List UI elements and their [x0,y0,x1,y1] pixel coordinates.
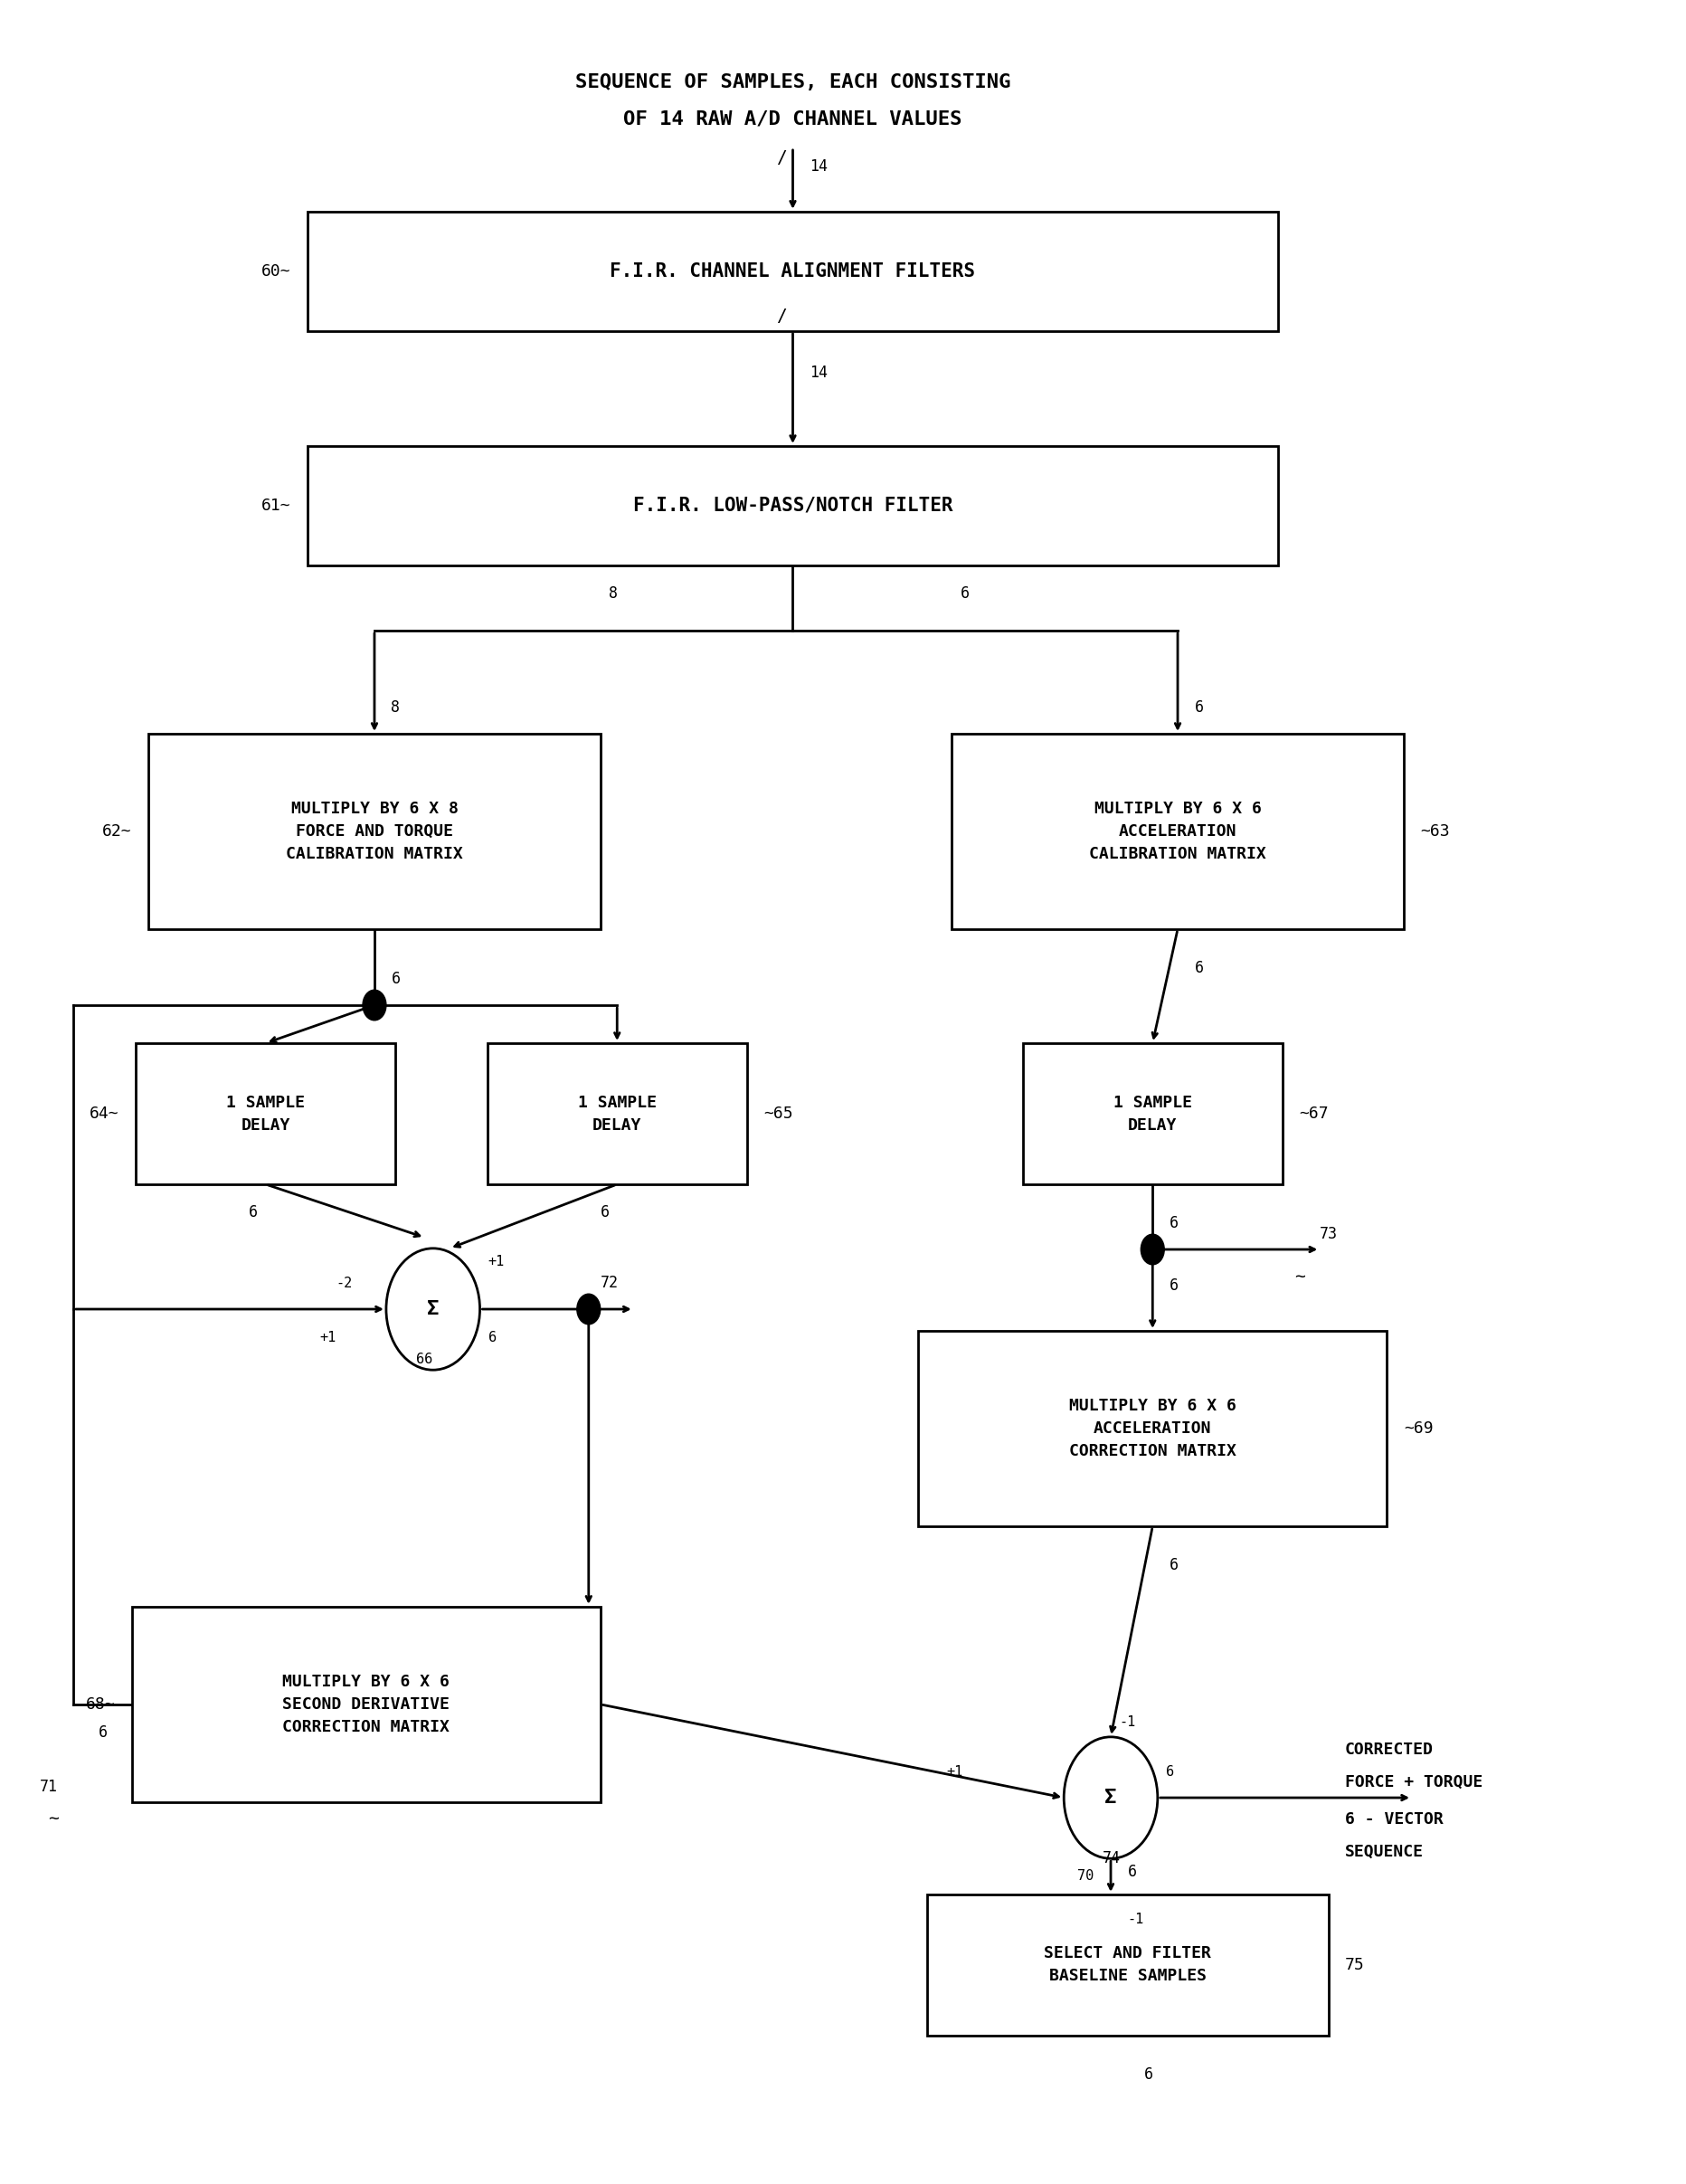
Text: 1 SAMPLE
DELAY: 1 SAMPLE DELAY [226,1094,305,1133]
Text: MULTIPLY BY 6 X 6
ACCELERATION
CALIBRATION MATRIX: MULTIPLY BY 6 X 6 ACCELERATION CALIBRATI… [1089,802,1266,863]
Text: 14: 14 [809,365,828,382]
Text: 6: 6 [1128,1863,1136,1880]
Text: Σ: Σ [1104,1789,1116,1806]
Text: 71: 71 [40,1778,57,1795]
Text: -1: -1 [1120,1714,1136,1730]
Circle shape [1141,1234,1165,1265]
FancyBboxPatch shape [307,212,1278,332]
Text: -1: -1 [1128,1913,1145,1926]
Text: -2: -2 [336,1278,352,1291]
Text: ~63: ~63 [1420,823,1450,839]
Text: 6: 6 [959,585,969,601]
Text: 6 - VECTOR: 6 - VECTOR [1345,1811,1443,1828]
FancyBboxPatch shape [1023,1044,1283,1184]
Text: 60~: 60~ [261,262,290,280]
FancyBboxPatch shape [953,734,1404,928]
Text: +1: +1 [948,1765,963,1778]
Text: 74: 74 [1103,1850,1121,1867]
Text: SEQUENCE OF SAMPLES, EACH CONSISTING: SEQUENCE OF SAMPLES, EACH CONSISTING [575,74,1010,92]
Text: 72: 72 [600,1275,619,1291]
Text: 64~: 64~ [89,1105,120,1123]
Text: 8: 8 [391,699,400,716]
Text: MULTIPLY BY 6 X 6
ACCELERATION
CORRECTION MATRIX: MULTIPLY BY 6 X 6 ACCELERATION CORRECTIO… [1069,1398,1236,1459]
Text: 6: 6 [1145,2066,1153,2084]
Text: OF 14 RAW A/D CHANNEL VALUES: OF 14 RAW A/D CHANNEL VALUES [624,109,963,129]
Text: 14: 14 [809,159,828,175]
Text: 6: 6 [98,1723,108,1741]
FancyBboxPatch shape [307,446,1278,566]
Text: SELECT AND FILTER
BASELINE SAMPLES: SELECT AND FILTER BASELINE SAMPLES [1044,1946,1211,1985]
FancyBboxPatch shape [132,1607,600,1802]
Text: 6: 6 [1170,1214,1179,1232]
Text: /: / [776,149,787,166]
Text: 62~: 62~ [103,823,132,839]
Text: 6: 6 [1170,1278,1179,1293]
Circle shape [362,989,386,1020]
Text: 6: 6 [600,1203,609,1221]
Text: 61~: 61~ [261,498,290,513]
Text: ~: ~ [1295,1269,1305,1286]
Text: 6: 6 [489,1330,496,1345]
Text: 75: 75 [1345,1957,1364,1972]
Text: CORRECTED: CORRECTED [1345,1741,1433,1758]
Text: 1 SAMPLE
DELAY: 1 SAMPLE DELAY [578,1094,656,1133]
Text: 6: 6 [1194,961,1204,976]
Text: ~: ~ [49,1811,59,1828]
Text: 6: 6 [250,1203,258,1221]
Text: F.I.R. LOW-PASS/NOTCH FILTER: F.I.R. LOW-PASS/NOTCH FILTER [632,496,953,515]
Circle shape [386,1249,481,1369]
Text: 1 SAMPLE
DELAY: 1 SAMPLE DELAY [1113,1094,1192,1133]
Circle shape [1064,1736,1158,1859]
Text: F.I.R. CHANNEL ALIGNMENT FILTERS: F.I.R. CHANNEL ALIGNMENT FILTERS [610,262,976,280]
Text: 6: 6 [1167,1765,1173,1778]
Text: 6: 6 [1170,1557,1179,1572]
Circle shape [577,1293,600,1324]
Text: +1: +1 [489,1256,504,1269]
Text: Σ: Σ [427,1299,438,1319]
Text: ~67: ~67 [1298,1105,1329,1123]
Text: 68~: 68~ [86,1697,115,1712]
Text: MULTIPLY BY 6 X 8
FORCE AND TORQUE
CALIBRATION MATRIX: MULTIPLY BY 6 X 8 FORCE AND TORQUE CALIB… [287,802,464,863]
FancyBboxPatch shape [137,1044,395,1184]
Text: 70: 70 [1077,1870,1094,1883]
FancyBboxPatch shape [919,1330,1388,1527]
Text: 6: 6 [391,970,400,987]
Text: MULTIPLY BY 6 X 6
SECOND DERIVATIVE
CORRECTION MATRIX: MULTIPLY BY 6 X 6 SECOND DERIVATIVE CORR… [283,1673,450,1734]
Text: ~69: ~69 [1404,1420,1433,1437]
Text: SEQUENCE: SEQUENCE [1345,1843,1423,1861]
Text: +1: +1 [319,1330,336,1345]
Text: /: / [776,308,787,325]
FancyBboxPatch shape [487,1044,747,1184]
Text: FORCE + TORQUE: FORCE + TORQUE [1345,1773,1482,1791]
FancyBboxPatch shape [148,734,600,928]
Text: ~65: ~65 [764,1105,792,1123]
Text: 6: 6 [1194,699,1204,716]
Text: 73: 73 [1320,1225,1339,1243]
FancyBboxPatch shape [927,1894,1329,2035]
Text: 8: 8 [609,585,617,601]
Text: 66: 66 [416,1352,433,1367]
